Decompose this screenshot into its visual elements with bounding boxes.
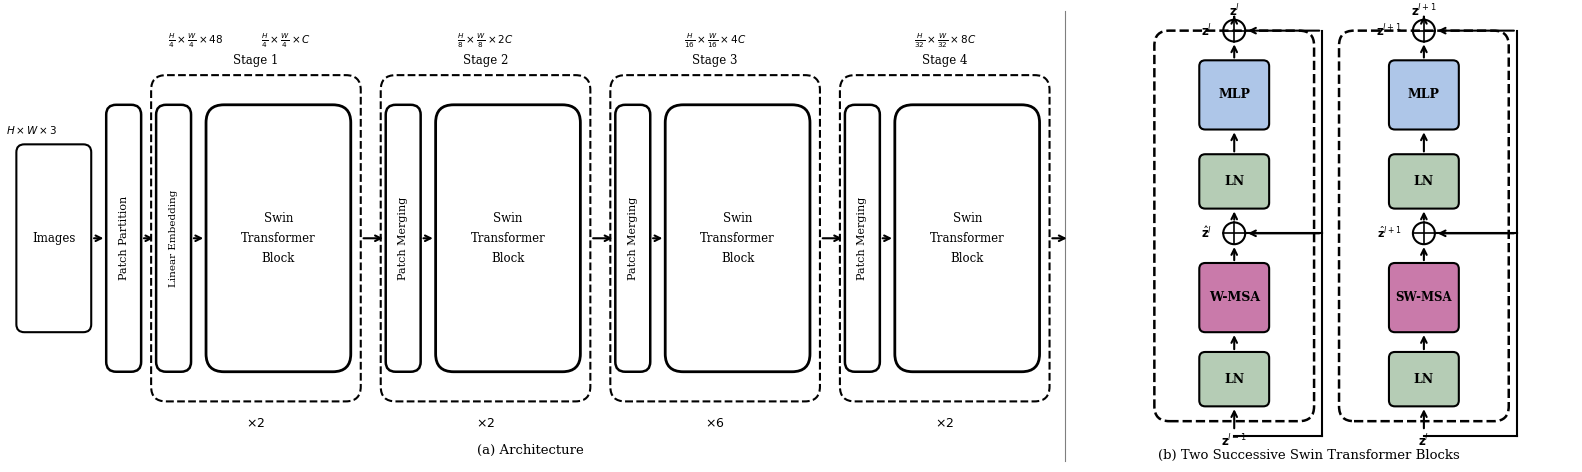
FancyBboxPatch shape [895,105,1039,372]
Text: $\frac{H}{16}\times\frac{W}{16}\times4C$: $\frac{H}{16}\times\frac{W}{16}\times4C$ [683,31,747,50]
Text: $\frac{H}{8}\times\frac{W}{8}\times2C$: $\frac{H}{8}\times\frac{W}{8}\times2C$ [457,31,514,50]
Text: (b) Two Successive Swin Transformer Blocks: (b) Two Successive Swin Transformer Bloc… [1158,449,1460,462]
Text: Transformer: Transformer [701,232,775,245]
Text: Swin: Swin [494,212,522,225]
Text: Stage 1: Stage 1 [233,54,278,67]
FancyBboxPatch shape [106,105,141,372]
Text: LN: LN [1224,175,1245,188]
Text: Patch Merging: Patch Merging [399,197,408,280]
Text: $\frac{H}{4}\times\frac{W}{4}\times48$: $\frac{H}{4}\times\frac{W}{4}\times48$ [168,31,223,50]
FancyBboxPatch shape [16,144,92,332]
Text: Block: Block [951,252,984,264]
FancyBboxPatch shape [1389,263,1459,332]
Text: Block: Block [261,252,296,264]
Text: MLP: MLP [1218,88,1250,101]
Text: Linear Embedding: Linear Embedding [169,190,179,287]
FancyBboxPatch shape [1389,154,1459,209]
Text: $\mathbf{z}^{l-1}$: $\mathbf{z}^{l-1}$ [1221,433,1247,449]
Text: LN: LN [1414,175,1433,188]
Text: Swin: Swin [952,212,982,225]
FancyBboxPatch shape [1199,60,1269,129]
Text: MLP: MLP [1408,88,1440,101]
FancyBboxPatch shape [435,105,581,372]
Text: SW-MSA: SW-MSA [1395,291,1452,304]
Text: $H\times W\times 3$: $H\times W\times 3$ [6,124,57,135]
FancyBboxPatch shape [1199,352,1269,406]
Text: Transformer: Transformer [470,232,546,245]
FancyBboxPatch shape [615,105,650,372]
Text: W-MSA: W-MSA [1209,291,1259,304]
Text: (a) Architecture: (a) Architecture [478,444,584,457]
FancyBboxPatch shape [386,105,421,372]
Text: LN: LN [1414,373,1433,386]
Text: Block: Block [492,252,525,264]
FancyBboxPatch shape [664,105,810,372]
Text: Stage 2: Stage 2 [464,54,508,67]
Text: $\mathbf{z}^{l}$: $\mathbf{z}^{l}$ [1201,23,1212,39]
Text: $\hat{\mathbf{z}}^{l+1}$: $\hat{\mathbf{z}}^{l+1}$ [1378,225,1402,241]
FancyBboxPatch shape [1389,60,1459,129]
FancyBboxPatch shape [1199,263,1269,332]
Text: Transformer: Transformer [240,232,316,245]
Text: Block: Block [721,252,755,264]
Text: Patch Partition: Patch Partition [119,196,128,280]
Text: $\hat{\mathbf{z}}^{l}$: $\hat{\mathbf{z}}^{l}$ [1201,225,1212,241]
Text: Stage 4: Stage 4 [922,54,968,67]
Text: $\times 2$: $\times 2$ [247,417,266,430]
Text: $\mathbf{z}^{l+1}$: $\mathbf{z}^{l+1}$ [1376,23,1402,39]
FancyBboxPatch shape [845,105,880,372]
Text: $\mathbf{z}^{l}$: $\mathbf{z}^{l}$ [1419,433,1430,449]
FancyBboxPatch shape [206,105,351,372]
Text: $\mathbf{z}^{l+1}$: $\mathbf{z}^{l+1}$ [1411,3,1436,19]
FancyBboxPatch shape [157,105,191,372]
Text: $\frac{H}{4}\times\frac{W}{4}\times C$: $\frac{H}{4}\times\frac{W}{4}\times C$ [261,31,310,50]
Text: $\mathbf{z}^{l}$: $\mathbf{z}^{l}$ [1229,3,1240,19]
Text: LN: LN [1224,373,1245,386]
Text: Patch Merging: Patch Merging [628,197,638,280]
Text: $\times 2$: $\times 2$ [935,417,954,430]
Text: $\times 2$: $\times 2$ [476,417,495,430]
Text: Patch Merging: Patch Merging [857,197,867,280]
Text: Swin: Swin [723,212,753,225]
FancyBboxPatch shape [1199,154,1269,209]
Text: Images: Images [32,232,76,245]
Text: Swin: Swin [264,212,293,225]
Text: $\times 6$: $\times 6$ [706,417,725,430]
Text: $\frac{H}{32}\times\frac{W}{32}\times8C$: $\frac{H}{32}\times\frac{W}{32}\times8C$ [913,31,976,50]
Text: Stage 3: Stage 3 [693,54,737,67]
Text: Transformer: Transformer [930,232,1005,245]
FancyBboxPatch shape [1389,352,1459,406]
